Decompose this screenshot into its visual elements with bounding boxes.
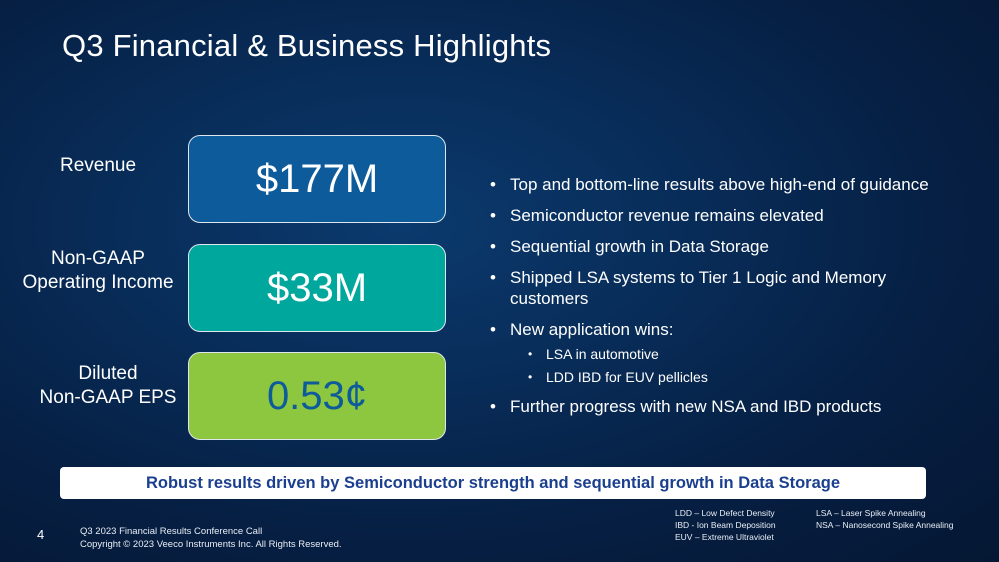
summary-banner-text: Robust results driven by Semiconductor s… bbox=[145, 473, 840, 492]
abbreviation-column-1: LDD – Low Defect Density IBD - Ion Beam … bbox=[675, 507, 776, 543]
bullet-item: Shipped LSA systems to Tier 1 Logic and … bbox=[490, 267, 930, 309]
revenue-label: Revenue bbox=[8, 154, 188, 178]
revenue-value-box: $177M bbox=[188, 135, 446, 223]
revenue-value: $177M bbox=[255, 156, 379, 201]
sub-bullet-item: LDD IBD for EUV pellicles bbox=[528, 368, 980, 386]
bullet-item-with-sublist: New application wins: LSA in automotive … bbox=[490, 319, 980, 386]
operating-income-label: Non-GAAP Operating Income bbox=[8, 247, 188, 295]
bullet-item: Top and bottom-line results above high-e… bbox=[490, 174, 980, 195]
operating-income-label-line2: Operating Income bbox=[22, 272, 174, 293]
highlights-list: Top and bottom-line results above high-e… bbox=[490, 174, 980, 427]
eps-value-box: 0.53¢ bbox=[188, 352, 446, 440]
page-number: 4 bbox=[37, 527, 45, 542]
sub-bullet-list: LSA in automotive LDD IBD for EUV pellic… bbox=[510, 345, 980, 386]
eps-value: 0.53¢ bbox=[266, 373, 368, 418]
sub-bullet-item: LSA in automotive bbox=[528, 345, 980, 363]
abbreviation-item: LSA – Laser Spike Annealing bbox=[816, 508, 926, 518]
operating-income-label-line1: Non-GAAP bbox=[51, 248, 145, 269]
operating-income-value: $33M bbox=[266, 265, 368, 310]
bullet-item: Sequential growth in Data Storage bbox=[490, 236, 980, 257]
footer-line2: Copyright © 2023 Veeco Instruments Inc. … bbox=[80, 539, 342, 550]
abbreviation-column-2: LSA – Laser Spike Annealing NSA – Nanose… bbox=[816, 507, 954, 531]
footer-line1: Q3 2023 Financial Results Conference Cal… bbox=[80, 526, 263, 537]
eps-label-line1: Diluted bbox=[78, 363, 138, 384]
bullet-item: Further progress with new NSA and IBD pr… bbox=[490, 396, 980, 417]
footer-text: Q3 2023 Financial Results Conference Cal… bbox=[80, 525, 342, 551]
abbreviation-item: LDD – Low Defect Density bbox=[675, 508, 775, 518]
bullet-item: Semiconductor revenue remains elevated bbox=[490, 205, 980, 226]
operating-income-value-box: $33M bbox=[188, 244, 446, 332]
slide-title: Q3 Financial & Business Highlights bbox=[62, 28, 552, 63]
abbreviation-item: IBD - Ion Beam Deposition bbox=[675, 520, 776, 530]
bullet-item-text: New application wins: bbox=[510, 320, 674, 339]
summary-banner: Robust results driven by Semiconductor s… bbox=[60, 467, 926, 499]
eps-label: Diluted Non-GAAP EPS bbox=[18, 362, 198, 410]
revenue-label-line1: Revenue bbox=[59, 155, 137, 176]
eps-label-line2: Non-GAAP EPS bbox=[39, 387, 177, 408]
abbreviation-item: NSA – Nanosecond Spike Annealing bbox=[816, 520, 954, 530]
abbreviation-item: EUV – Extreme Ultraviolet bbox=[675, 532, 774, 542]
